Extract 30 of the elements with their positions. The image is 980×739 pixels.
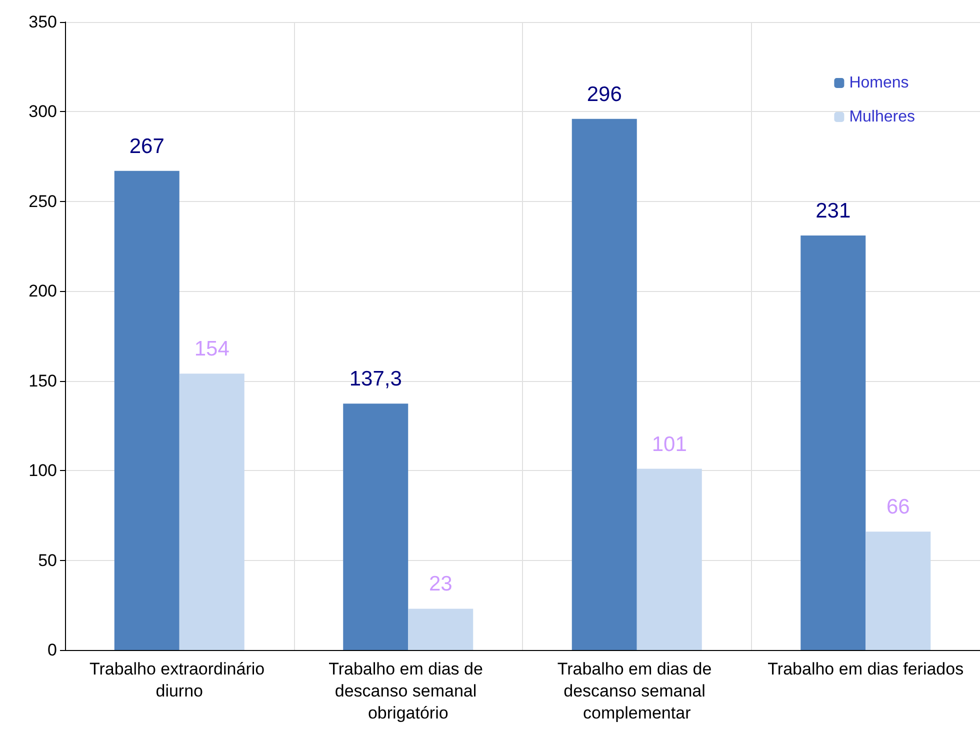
data-label: 66 [886,496,910,519]
bar [866,532,931,650]
y-tick-label: 100 [28,461,57,480]
y-tick-label: 50 [38,550,57,570]
y-tick-label: 350 [28,12,57,32]
legend-label: Homens [849,74,909,92]
bar [408,608,474,650]
data-label: 23 [428,572,452,596]
bar [572,118,637,650]
bar [179,374,244,650]
bar [636,468,702,650]
data-label: 101 [652,432,687,456]
x-tick-label: Trabalho em dias feriados [768,660,964,678]
x-tick-label: Trabalho em dias de descanso semanal complementar [557,660,716,722]
data-label: 267 [129,134,164,158]
bar [343,404,408,650]
data-label: 296 [586,82,622,106]
y-tick-label: 0 [48,640,57,660]
y-tick-label: 300 [28,102,57,122]
x-tick-label: Trabalho em dias de descanso semanal obrigatório [328,660,488,722]
legend-label: Mulheres [849,108,916,126]
data-label: 231 [816,200,851,223]
data-label: 137,3 [349,368,402,391]
y-tick-label: 200 [28,282,57,301]
x-tick-label: Trabalho extraordinário diurno [89,660,270,700]
y-tick-label: 250 [28,192,57,211]
bar [800,236,866,650]
y-tick-label: 150 [28,371,57,390]
bar [114,170,180,650]
data-label: 154 [194,338,230,361]
